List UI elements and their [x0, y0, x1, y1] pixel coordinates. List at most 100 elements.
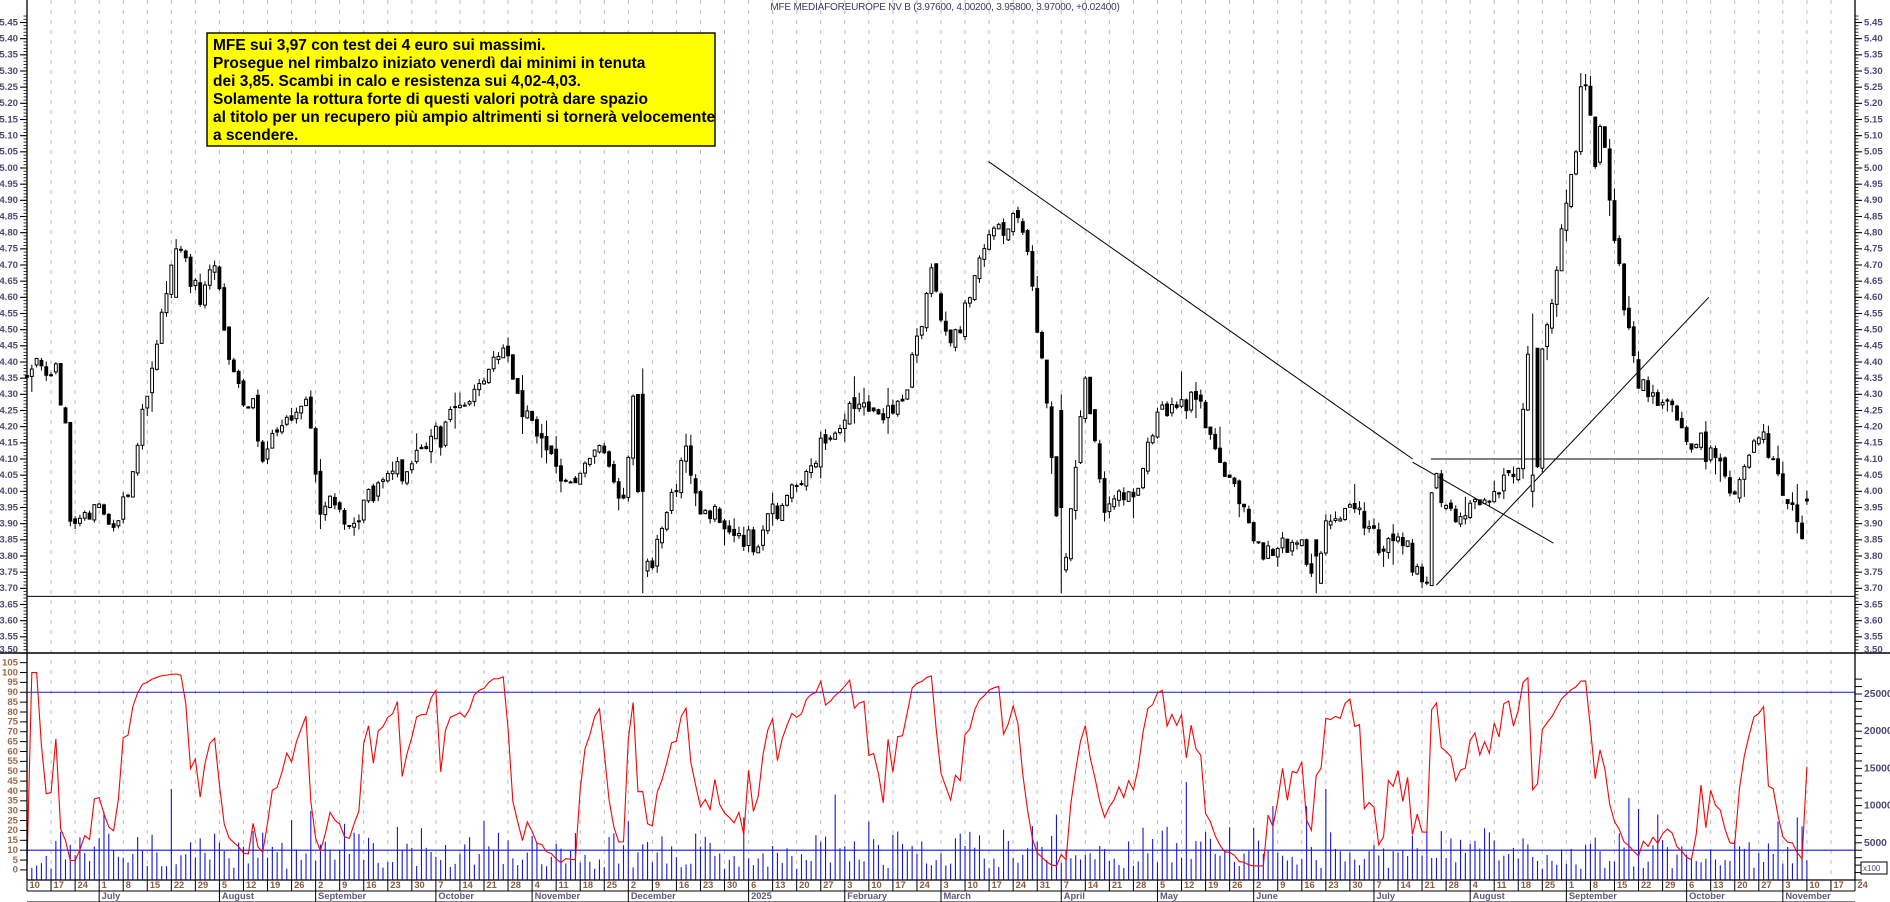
svg-text:11: 11 [559, 880, 569, 890]
svg-text:28: 28 [1449, 880, 1459, 890]
svg-text:5.10: 5.10 [1864, 130, 1883, 141]
svg-text:10000: 10000 [1864, 801, 1890, 812]
svg-text:4.80: 4.80 [1864, 227, 1883, 238]
svg-text:29: 29 [198, 880, 208, 890]
svg-text:5.40: 5.40 [1864, 33, 1883, 44]
svg-text:23: 23 [1328, 880, 1338, 890]
svg-text:4.20: 4.20 [1864, 421, 1883, 432]
svg-text:29: 29 [1665, 880, 1675, 890]
svg-text:3.65: 3.65 [0, 599, 19, 610]
svg-text:4.60: 4.60 [1864, 292, 1883, 303]
svg-text:MFE MEDIAFOREUROPE NV B (3.976: MFE MEDIAFOREUROPE NV B (3.97600, 4.0020… [770, 2, 1119, 13]
svg-text:17: 17 [895, 880, 905, 890]
svg-text:3.70: 3.70 [0, 583, 18, 594]
svg-text:3.90: 3.90 [1864, 518, 1883, 529]
svg-text:4.05: 4.05 [0, 470, 19, 481]
svg-text:June: June [1256, 891, 1278, 901]
svg-text:24: 24 [919, 880, 930, 890]
svg-text:5.30: 5.30 [0, 66, 18, 77]
svg-text:20: 20 [1737, 880, 1747, 890]
svg-text:0: 0 [13, 865, 18, 876]
svg-text:2: 2 [631, 880, 636, 890]
svg-text:10: 10 [1809, 880, 1819, 890]
svg-text:7: 7 [438, 880, 443, 890]
svg-text:20: 20 [799, 880, 809, 890]
svg-text:5.30: 5.30 [1864, 66, 1883, 77]
svg-text:4.55: 4.55 [1864, 308, 1883, 319]
svg-text:13: 13 [775, 880, 785, 890]
svg-text:3.80: 3.80 [0, 551, 18, 562]
svg-text:28: 28 [511, 880, 521, 890]
svg-text:25: 25 [1545, 880, 1555, 890]
svg-text:14: 14 [462, 880, 473, 890]
svg-text:a scendere.: a scendere. [213, 127, 298, 144]
svg-text:5: 5 [222, 880, 227, 890]
svg-text:3.55: 3.55 [1864, 632, 1883, 643]
svg-text:5.35: 5.35 [0, 50, 19, 61]
svg-text:3: 3 [1785, 880, 1790, 890]
svg-text:12: 12 [246, 880, 256, 890]
svg-text:4.90: 4.90 [0, 195, 18, 206]
svg-text:3.50: 3.50 [1864, 645, 1883, 656]
svg-text:10: 10 [968, 880, 978, 890]
svg-text:dei 3,85. Scambi in calo e res: dei 3,85. Scambi in calo e resistenza su… [213, 73, 581, 90]
svg-text:17: 17 [1833, 880, 1843, 890]
svg-text:October: October [1689, 891, 1725, 901]
svg-text:4.45: 4.45 [1864, 341, 1883, 352]
svg-text:5.05: 5.05 [1864, 147, 1883, 158]
svg-text:22: 22 [1641, 880, 1651, 890]
svg-text:4.75: 4.75 [0, 244, 19, 255]
svg-text:4: 4 [535, 880, 541, 890]
svg-text:4.30: 4.30 [1864, 389, 1883, 400]
svg-text:5.25: 5.25 [0, 82, 19, 93]
svg-text:30: 30 [727, 880, 737, 890]
svg-text:September: September [1569, 891, 1617, 901]
svg-text:9: 9 [342, 880, 347, 890]
svg-text:4.00: 4.00 [0, 486, 18, 497]
svg-text:3: 3 [944, 880, 949, 890]
svg-text:4.95: 4.95 [1864, 179, 1883, 190]
svg-text:28: 28 [1136, 880, 1146, 890]
svg-text:26: 26 [1232, 880, 1242, 890]
svg-text:November: November [535, 891, 581, 901]
svg-text:September: September [318, 891, 366, 901]
svg-text:8: 8 [126, 880, 131, 890]
svg-text:19: 19 [270, 880, 280, 890]
svg-text:5.20: 5.20 [0, 98, 18, 109]
svg-text:14: 14 [1401, 880, 1412, 890]
svg-text:5.20: 5.20 [1864, 98, 1883, 109]
svg-text:4.75: 4.75 [1864, 244, 1883, 255]
svg-text:25: 25 [607, 880, 617, 890]
svg-text:13: 13 [1713, 880, 1723, 890]
svg-text:4.35: 4.35 [1864, 373, 1883, 384]
svg-text:October: October [438, 891, 474, 901]
svg-text:Prosegue nel rimbalzo iniziato: Prosegue nel rimbalzo iniziato venerdì d… [213, 55, 646, 72]
svg-text:4.15: 4.15 [0, 438, 19, 449]
svg-text:19: 19 [1208, 880, 1218, 890]
svg-text:21: 21 [1425, 880, 1435, 890]
svg-text:4.55: 4.55 [0, 308, 19, 319]
svg-text:9: 9 [1280, 880, 1285, 890]
svg-text:May: May [1160, 891, 1179, 901]
svg-text:17: 17 [992, 880, 1002, 890]
svg-text:4: 4 [1473, 880, 1479, 890]
svg-text:5.35: 5.35 [1864, 50, 1883, 61]
svg-text:4.65: 4.65 [1864, 276, 1883, 287]
svg-text:3.60: 3.60 [0, 615, 18, 626]
svg-text:18: 18 [1521, 880, 1531, 890]
svg-text:4.50: 4.50 [1864, 324, 1883, 335]
svg-text:27: 27 [1761, 880, 1771, 890]
svg-text:31: 31 [1040, 880, 1050, 890]
svg-text:4.25: 4.25 [0, 405, 19, 416]
svg-text:24: 24 [78, 880, 89, 890]
svg-text:4.10: 4.10 [0, 454, 18, 465]
svg-text:11: 11 [1497, 880, 1507, 890]
svg-text:3.65: 3.65 [1864, 599, 1883, 610]
svg-text:3.85: 3.85 [0, 535, 19, 546]
svg-text:4.95: 4.95 [0, 179, 19, 190]
svg-text:December: December [631, 891, 676, 901]
svg-text:6: 6 [751, 880, 756, 890]
svg-text:21: 21 [1112, 880, 1122, 890]
svg-text:5.00: 5.00 [1864, 163, 1883, 174]
svg-text:5.05: 5.05 [0, 147, 19, 158]
